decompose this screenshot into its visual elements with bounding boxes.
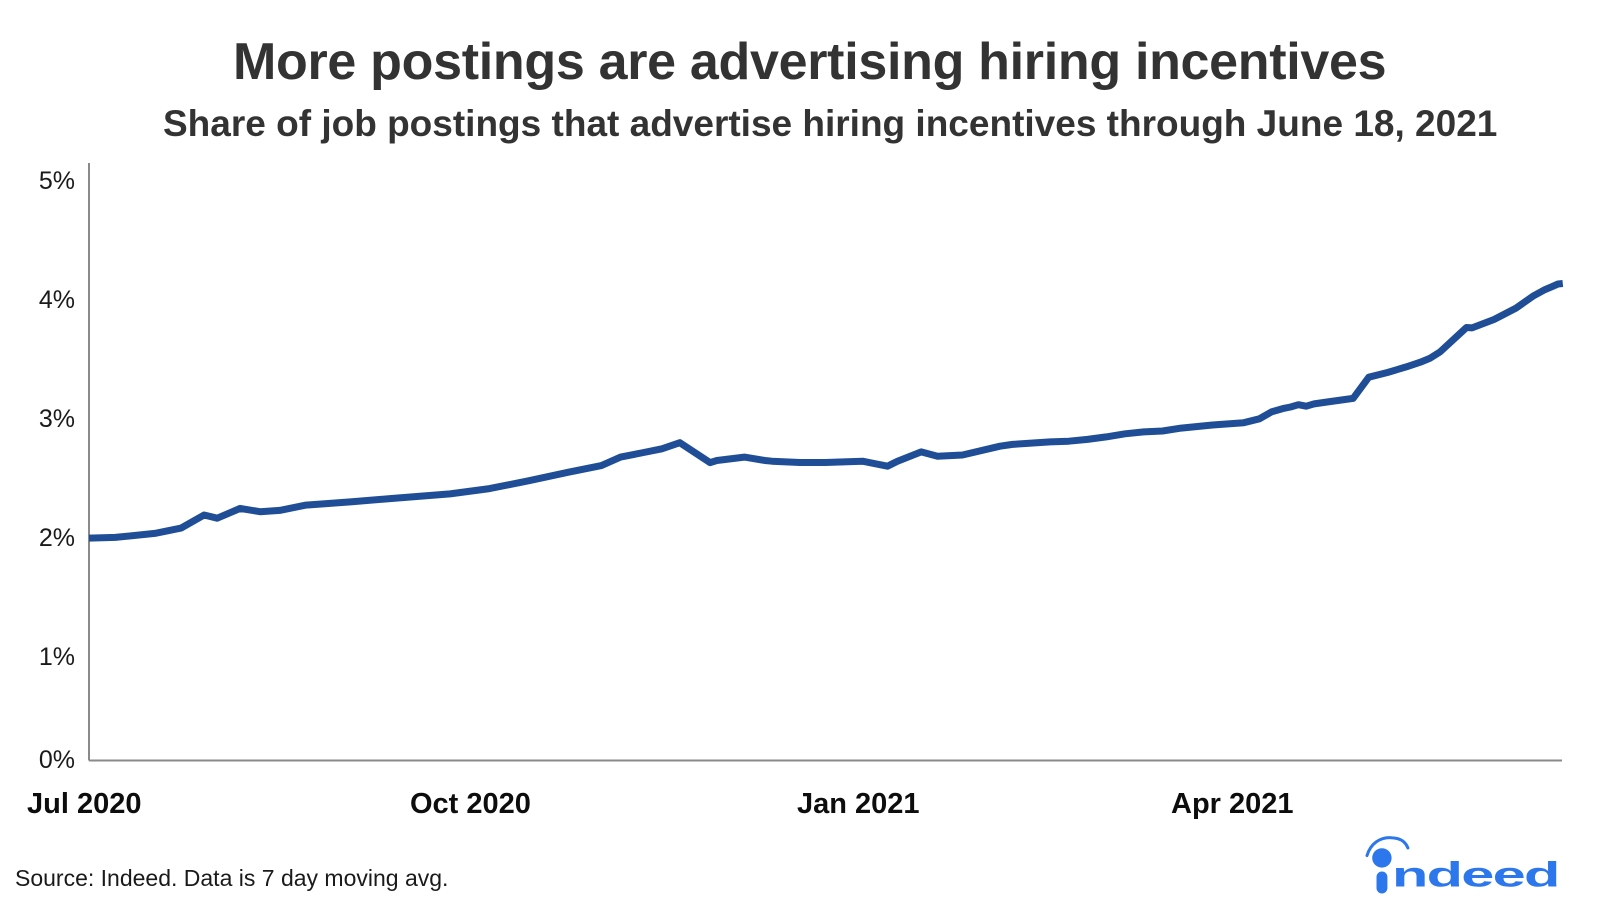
svg-text:ndeed: ndeed (1392, 856, 1559, 895)
